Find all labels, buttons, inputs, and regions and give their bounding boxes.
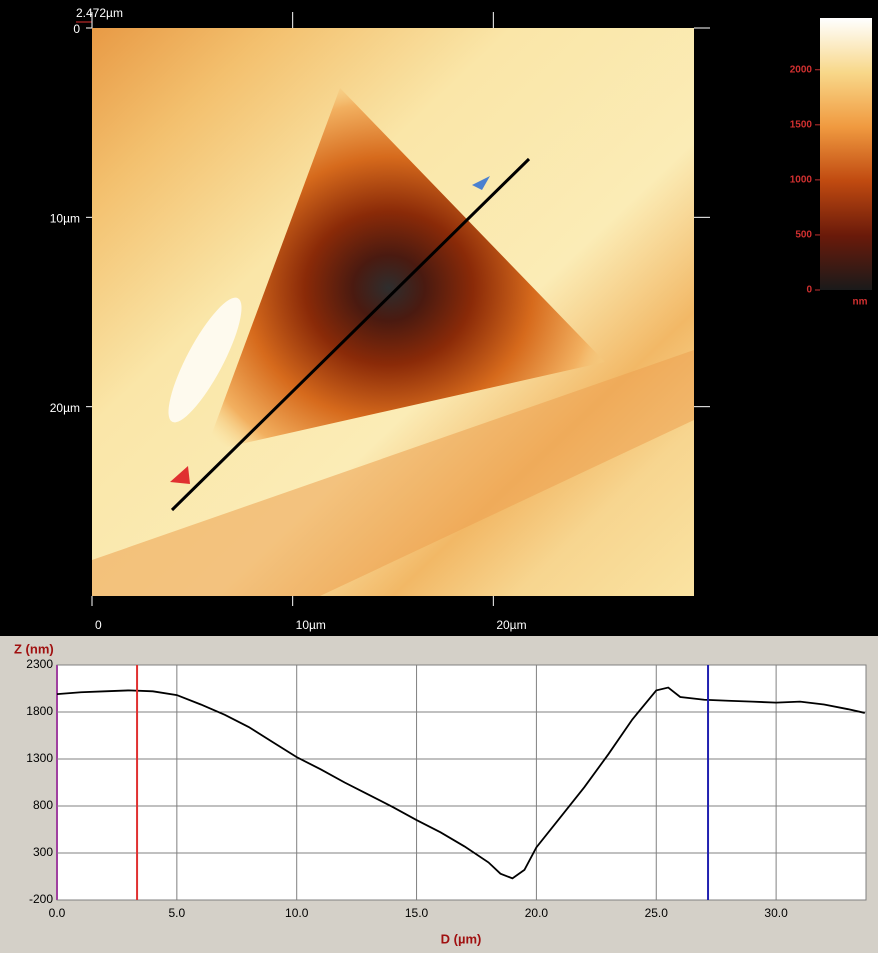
x-tick-label: 30.0 — [764, 906, 788, 920]
x-tick-label: 20µm — [496, 618, 526, 632]
y-tick-label: 10µm — [50, 212, 80, 226]
x-tick-label: 0.0 — [49, 906, 66, 920]
colorbar-tick-label: 0 — [806, 285, 812, 296]
screen: 2.472µm Z (nm) D (µm) 0 10µm 20µm 0 10µm 20µm… — [0, 0, 878, 953]
colorbar-tick-label: 2000 — [790, 64, 813, 75]
y-tick-label: -200 — [29, 892, 53, 906]
y-axis-title: Z (nm) — [14, 641, 54, 656]
plot-area — [57, 665, 866, 900]
y-tick-label: 1300 — [26, 751, 53, 765]
x-tick-label: 15.0 — [405, 906, 429, 920]
colorbar-tick-label: 500 — [795, 230, 812, 241]
y-tick-label: 0 — [73, 22, 80, 36]
x-tick-label: 25.0 — [645, 906, 669, 920]
colorbar — [820, 18, 872, 290]
y-tick-label: 2300 — [26, 657, 53, 671]
colorbar-tick-label: 1500 — [790, 119, 813, 130]
x-tick-label: 10.0 — [285, 906, 309, 920]
x-axis-title: D (µm) — [441, 931, 482, 946]
y-tick-label: 1800 — [26, 704, 53, 718]
y-tick-label: 300 — [33, 845, 53, 859]
x-tick-label: 10µm — [296, 618, 326, 632]
x-tick-label: 20.0 — [525, 906, 549, 920]
colorbar-tick-label: 1000 — [790, 175, 813, 186]
x-tick-label: 0 — [95, 618, 102, 632]
x-tick-label: 5.0 — [169, 906, 186, 920]
y-tick-label: 20µm — [50, 401, 80, 415]
colorbar-unit: nm — [853, 297, 868, 308]
scale-label: 2.472µm — [76, 6, 123, 20]
y-tick-label: 800 — [33, 798, 53, 812]
